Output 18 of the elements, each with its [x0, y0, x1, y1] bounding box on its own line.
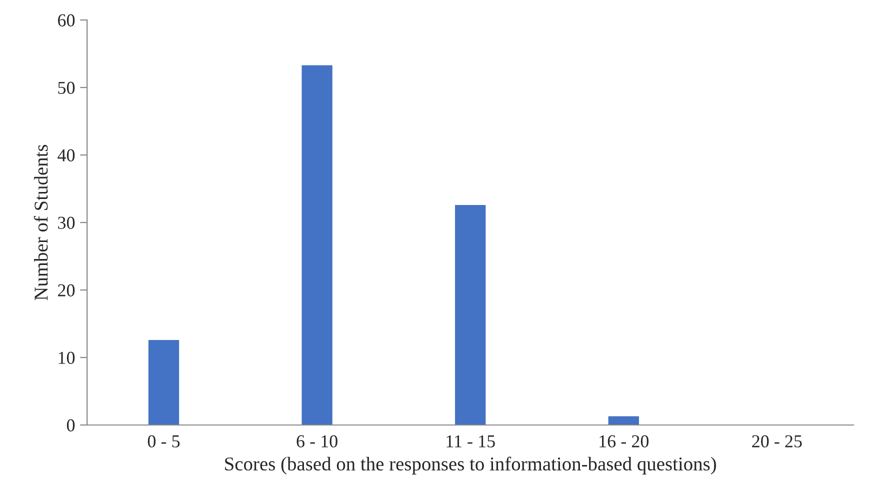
x-axis-title: Scores (based on the responses to information-based questions) [225, 456, 716, 474]
x-tick-label: 11 - 15 [446, 435, 495, 448]
x-tick-label: 20 - 25 [752, 435, 802, 448]
y-tick-label: 0 [66, 419, 75, 432]
bar [608, 416, 639, 425]
y-tick-label: 60 [58, 14, 75, 26]
y-tick-label: 20 [58, 284, 75, 296]
y-axis-title: Number of Students [34, 144, 48, 300]
x-tick-label: 0 - 5 [148, 435, 180, 448]
bar [302, 65, 332, 425]
x-tick-label: 6 - 10 [296, 435, 338, 448]
y-tick-label: 50 [58, 82, 75, 94]
y-tick-label: 40 [58, 149, 75, 162]
x-tick-label: 16 - 20 [600, 435, 649, 448]
bar [455, 204, 486, 425]
bar [148, 340, 180, 425]
y-tick-label: 30 [58, 216, 75, 229]
y-tick-label: 10 [58, 352, 75, 364]
